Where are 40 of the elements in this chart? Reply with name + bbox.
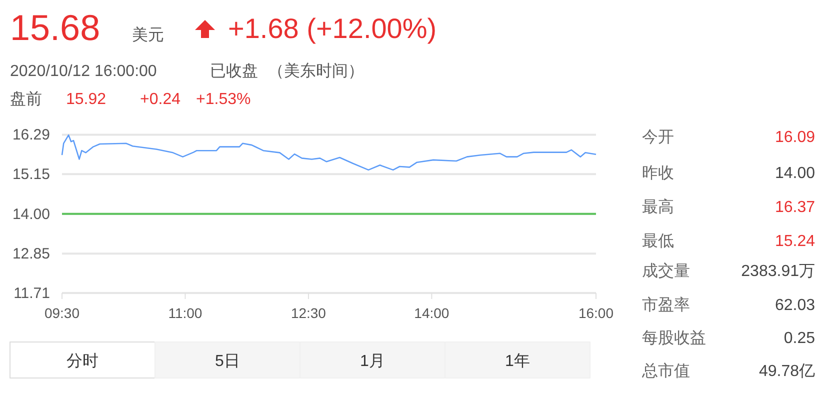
text: （美东时间） [268, 62, 364, 80]
text: 盘前 [10, 90, 42, 108]
ytick: 12.85 [12, 246, 50, 263]
text: 美元 [132, 26, 164, 44]
text: 2020/10/12 16:00:00 [10, 63, 157, 80]
tab-label: 1年 [505, 353, 530, 370]
text: 市盈率 [642, 296, 690, 314]
text: +1.68 (+12.00%) [228, 13, 437, 44]
text: 成交量 [642, 262, 690, 280]
xtick: 11:00 [168, 305, 202, 321]
text: 0.25 [784, 330, 816, 347]
xtick: 16:00 [578, 305, 614, 321]
text: 昨收 [642, 165, 674, 182]
text: 15.68 [10, 7, 100, 48]
text: 总市值 [641, 362, 690, 380]
ytick: 15.15 [12, 166, 50, 184]
text: 49.78亿 [758, 363, 815, 380]
text: 14.00 [774, 165, 816, 182]
text: 15.92 [66, 91, 106, 108]
text: 最高 [642, 198, 674, 216]
text: 16.37 [774, 199, 816, 216]
tab-label: 分时 [66, 353, 98, 370]
xtick: 09:30 [44, 305, 80, 321]
tab-label: 1月 [360, 353, 385, 370]
text: 2383.91万 [741, 263, 815, 280]
text: 每股收益 [642, 329, 706, 347]
ytick: 16.29 [12, 126, 50, 144]
text: 已收盘 [210, 63, 258, 80]
tab-label: 5日 [215, 353, 240, 370]
text: +1.53% [196, 91, 251, 108]
text: 16.09 [774, 129, 816, 146]
xtick: 14:00 [414, 305, 450, 321]
text: 最低 [642, 233, 674, 250]
text: 今开 [642, 129, 674, 146]
ytick: 11.71 [14, 285, 50, 302]
xtick: 12:30 [290, 305, 326, 321]
text: 62.03 [774, 297, 816, 314]
text: 15.24 [774, 233, 816, 250]
text: +0.24 [140, 91, 181, 108]
ytick: 14.00 [12, 206, 50, 223]
